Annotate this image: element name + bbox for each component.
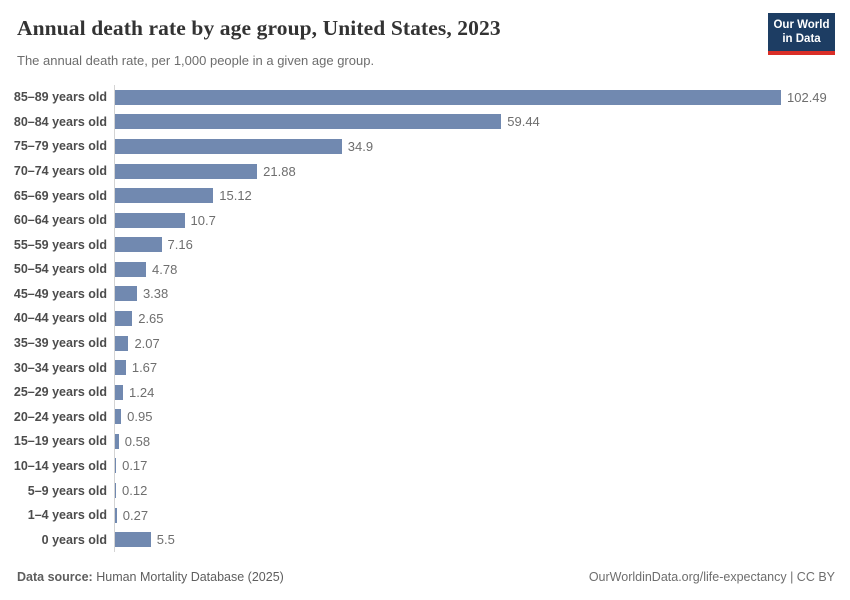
chart-footer: Data source: Human Mortality Database (2… [17,570,835,584]
owid-logo-line1: Our World [773,19,830,31]
bar[interactable] [115,310,133,326]
chart-row: 45–49 years old 3.38 [0,282,835,307]
chart-row: 5–9 years old 0.12 [0,478,835,503]
data-source-value: Human Mortality Database (2025) [96,570,284,584]
bar-value-label: 34.9 [347,138,374,154]
bar-value-label: 10.7 [190,212,216,228]
chart-row: 10–14 years old 0.17 [0,454,835,479]
bar-value-label: 15.12 [219,188,252,204]
bar-value-label: 0.27 [122,507,149,523]
bar-rows: 85–89 years old 102.49 80–84 years old 59.4… [0,85,835,552]
footer-link[interactable]: OurWorldinData.org/life-expectancy | CC … [588,570,835,584]
chart-row: 85–89 years old 102.49 [0,85,835,110]
bar[interactable] [115,138,342,154]
bar-value-label: 0.17 [122,458,148,474]
category-label: 70–74 years old [13,164,107,179]
bar-value-label: 7.16 [167,237,193,253]
bar-value-label: 3.38 [142,286,169,302]
bar[interactable] [115,335,129,351]
bar[interactable] [115,458,117,474]
bar-value-label: 21.88 [263,163,296,179]
bar-value-label: 0.95 [127,409,153,425]
chart-row: 1–4 years old 0.27 [0,503,835,528]
owid-logo-line2: in Data [782,33,821,45]
bar-value-label: 2.65 [138,310,164,326]
category-label: 45–49 years old [13,286,107,301]
bar-chart: 85–89 years old 102.49 80–84 years old 59.4… [0,85,835,552]
bar-value-label: 0.12 [122,483,148,499]
bar[interactable] [115,286,137,302]
chart-row: 40–44 years old 2.65 [0,306,835,331]
category-label: 15–19 years old [13,434,107,449]
chart-row: 80–84 years old 59.44 [0,110,835,135]
bar-value-label: 59.44 [507,114,540,130]
bar-value-label: 0.58 [124,433,151,449]
category-label: 10–14 years old [13,458,107,473]
data-source-label: Data source: [17,570,93,584]
category-label: 50–54 years old [13,262,107,277]
bar[interactable] [115,163,258,179]
category-label: 1–4 years old [27,508,107,523]
chart-row: 60–64 years old 10.7 [0,208,835,233]
category-label: 25–29 years old [13,385,107,400]
bar[interactable] [115,212,185,228]
bar[interactable] [115,483,116,499]
bar[interactable] [115,507,117,523]
chart-row: 20–24 years old 0.95 [0,405,835,430]
data-source: Data source: Human Mortality Database (2… [17,570,284,584]
bar[interactable] [115,188,214,204]
y-axis-line [114,85,115,552]
bar[interactable] [115,532,151,548]
bar[interactable] [115,237,162,253]
chart-row: 15–19 years old 0.58 [0,429,835,454]
category-label: 75–79 years old [13,139,107,154]
category-label: 60–64 years old [13,213,107,228]
category-label: 30–34 years old [13,360,107,375]
bar-value-label: 1.24 [129,384,155,400]
chart-row: 70–74 years old 21.88 [0,159,835,184]
bar[interactable] [115,433,119,449]
chart-row: 35–39 years old 2.07 [0,331,835,356]
bar[interactable] [115,114,502,130]
chart-row: 30–34 years old 1.67 [0,355,835,380]
bar[interactable] [115,89,781,105]
bar-value-label: 1.67 [131,360,158,376]
chart-row: 25–29 years old 1.24 [0,380,835,405]
chart-row: 75–79 years old 34.9 [0,134,835,159]
bar-value-label: 102.49 [787,89,827,105]
bar[interactable] [115,360,126,376]
chart-row: 65–69 years old 15.12 [0,183,835,208]
category-label: 20–24 years old [13,409,107,424]
category-label: 65–69 years old [13,188,107,203]
bar[interactable] [115,384,124,400]
category-label: 0 years old [41,532,107,547]
category-label: 85–89 years old [13,90,107,105]
bar-value-label: 4.78 [152,261,178,277]
bar[interactable] [115,261,147,277]
category-label: 40–44 years old [13,311,107,326]
chart-subtitle: The annual death rate, per 1,000 people … [17,53,375,68]
chart-row: 0 years old 5.5 [0,527,835,552]
bar-value-label: 5.5 [156,532,175,548]
chart-row: 50–54 years old 4.78 [0,257,835,282]
bar[interactable] [115,409,122,425]
category-label: 55–59 years old [13,237,107,252]
chart-row: 55–59 years old 7.16 [0,232,835,257]
category-label: 35–39 years old [13,336,107,351]
chart-title: Annual death rate by age group, United S… [17,16,501,40]
category-label: 80–84 years old [13,114,107,129]
bar-value-label: 2.07 [134,335,160,351]
owid-logo: Our World in Data [768,13,835,55]
category-label: 5–9 years old [27,483,107,498]
